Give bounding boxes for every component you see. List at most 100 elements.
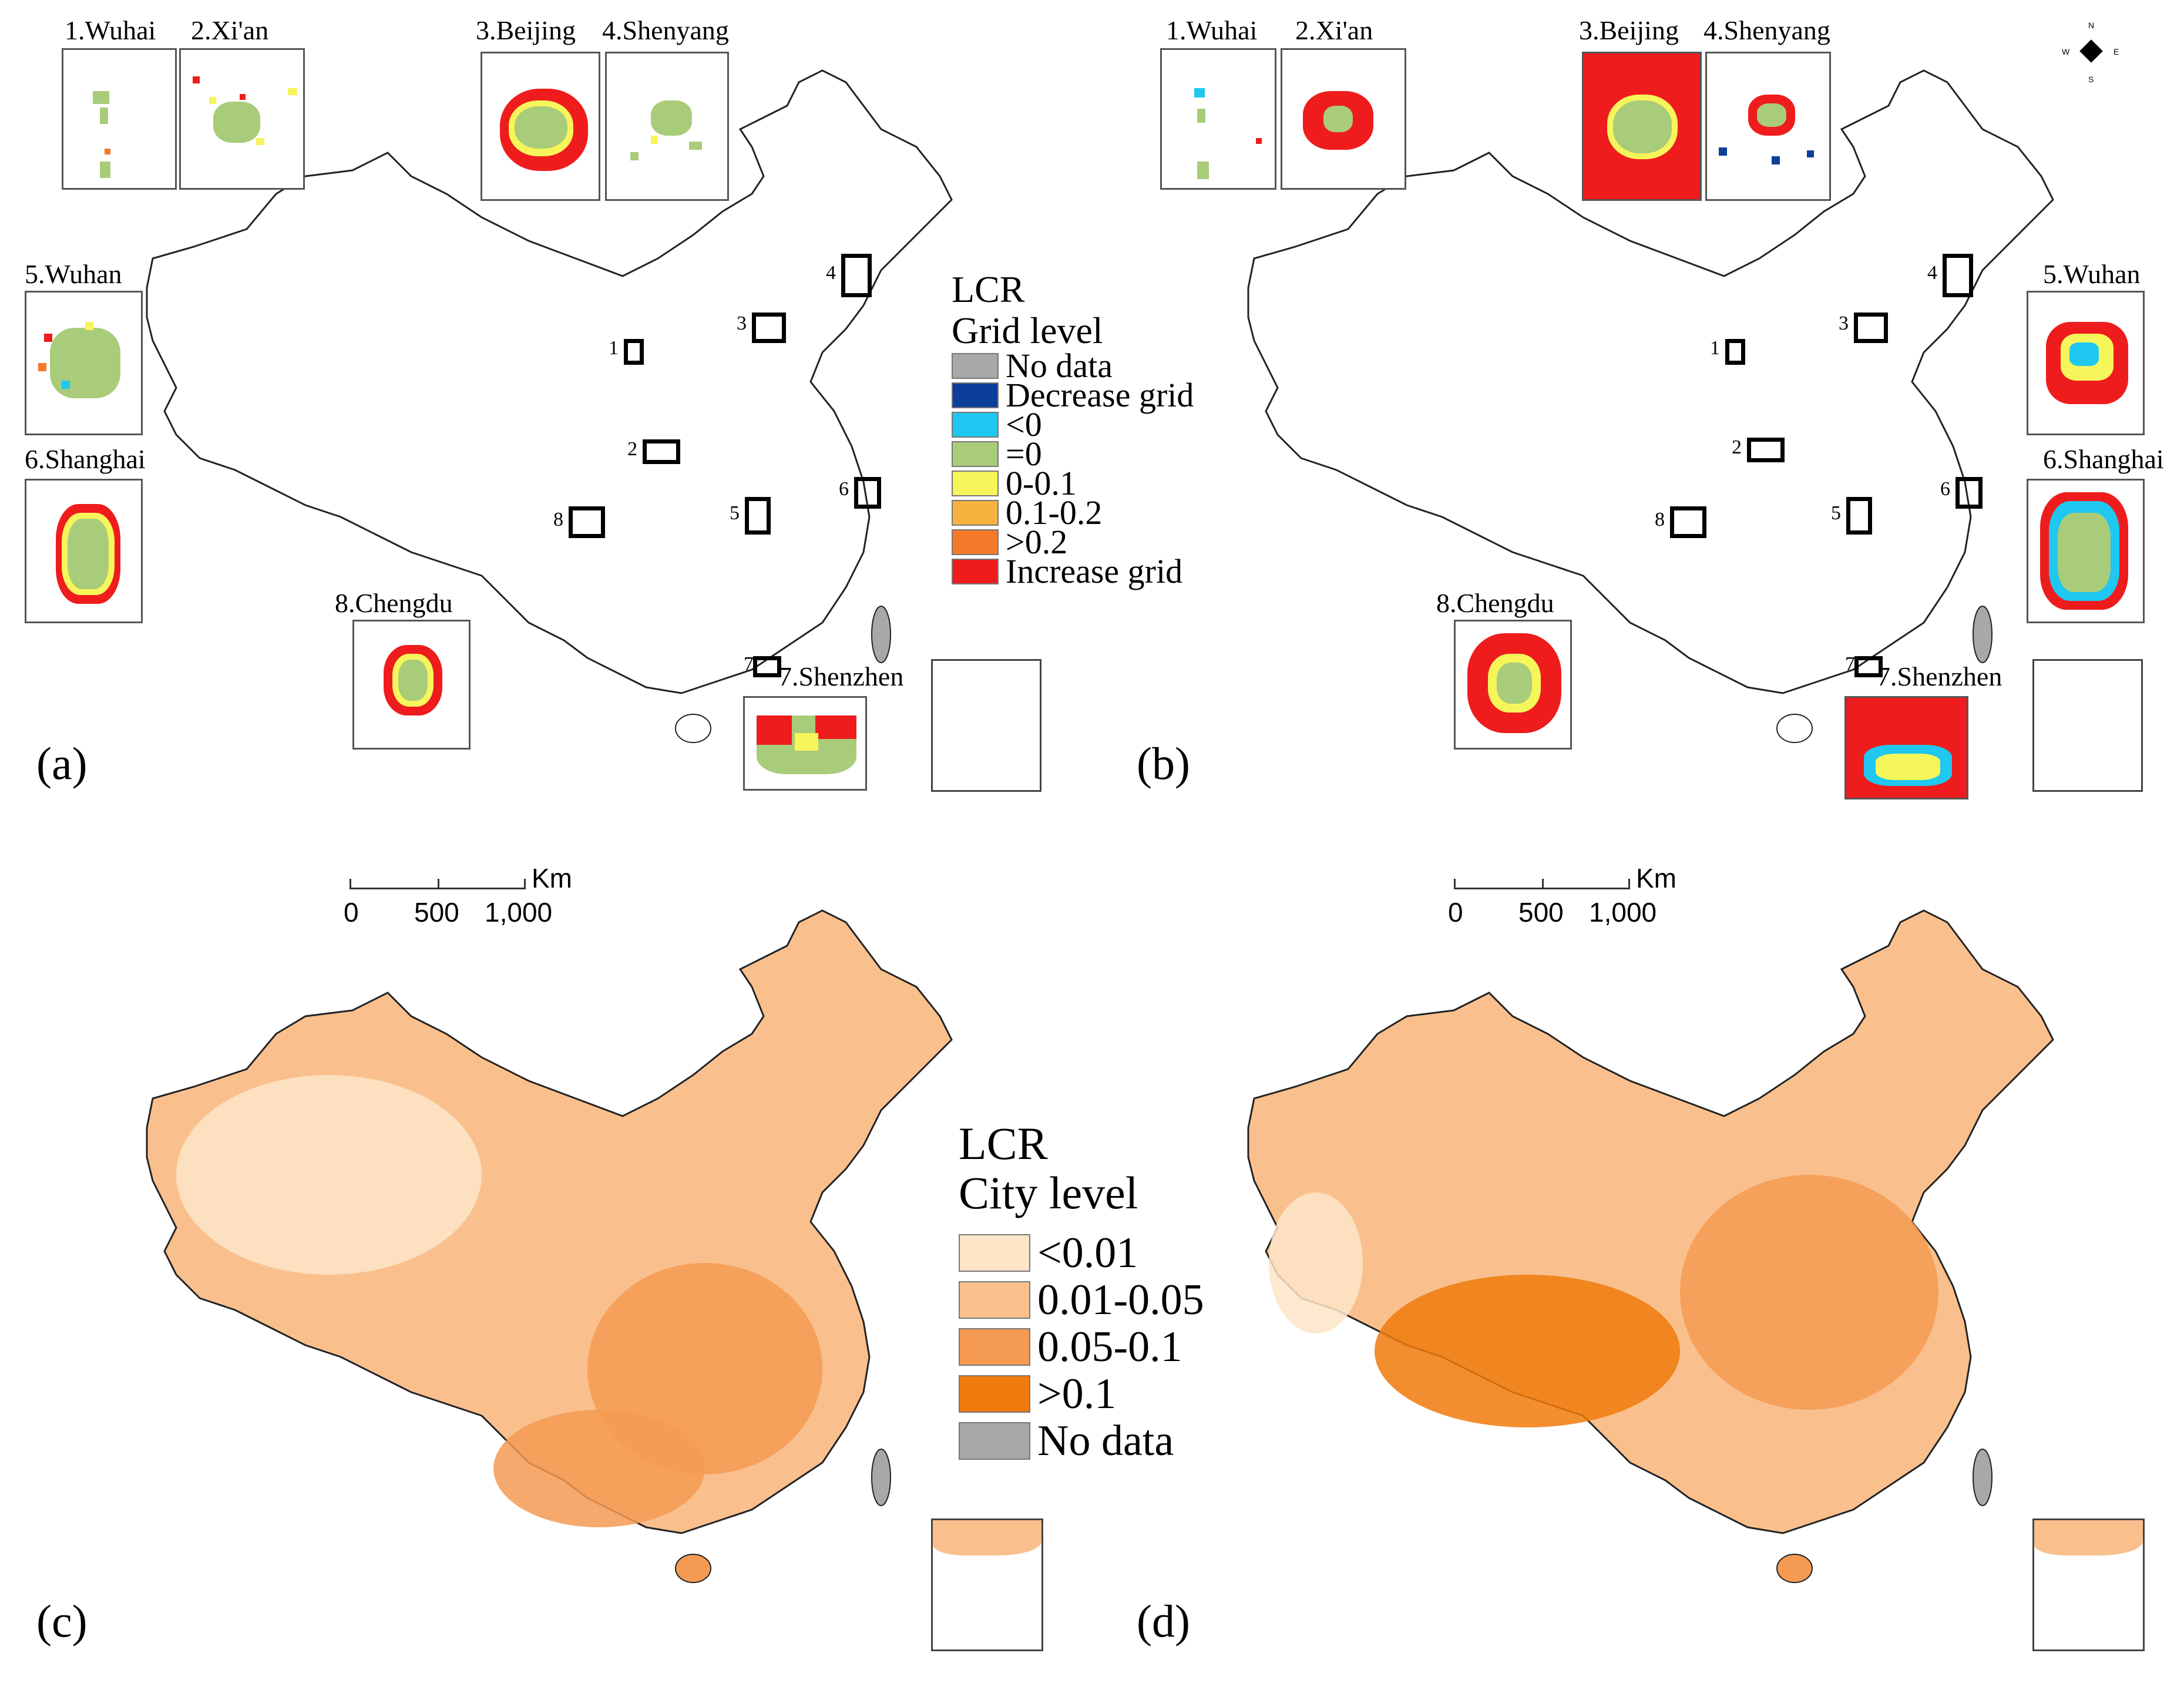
- loc-label-6-a: 6: [839, 478, 849, 500]
- city-legend-row: No data: [959, 1417, 1204, 1464]
- grid-legend-row: 0.1-0.2: [952, 496, 1194, 530]
- city-legend-row: 0.01-0.05: [959, 1276, 1204, 1323]
- city-legend-label: 0.01-0.05: [1037, 1276, 1204, 1324]
- loc-box-8-a: [569, 506, 605, 538]
- loc-label-7-b: 7: [1845, 653, 1855, 675]
- china-outline-b: [1247, 69, 2054, 694]
- loc-label-8-a: 8: [553, 509, 563, 530]
- grid-legend-subtitle: Grid level: [952, 310, 1103, 351]
- grid-legend-swatch: [952, 412, 999, 438]
- compass-s: S: [2088, 75, 2094, 84]
- grid-legend-row: No data: [952, 347, 1194, 385]
- grid-legend-row: <0: [952, 408, 1194, 442]
- inset-title-chengdu-a: 8.Chengdu: [335, 588, 453, 618]
- compass-star-icon: [2079, 39, 2103, 63]
- inset-title-wuhan-a: 5.Wuhan: [25, 259, 122, 289]
- inset-chengdu-a: [352, 620, 471, 750]
- city-legend-swatch: [959, 1234, 1030, 1272]
- city-legend-title: LCR: [959, 1118, 1048, 1169]
- loc-box-7-a: [753, 656, 781, 677]
- grid-legend-row: >0.2: [952, 525, 1194, 559]
- inset-shenzhen-a: [743, 696, 867, 791]
- inset-shanghai-b: [2027, 479, 2145, 623]
- loc-label-7-a: 7: [744, 653, 754, 675]
- hainan-d: [1776, 1554, 1813, 1583]
- panel-label-d: (d): [1137, 1595, 1190, 1647]
- inset-wuhan-b: [2027, 291, 2145, 435]
- grid-legend-swatch: [952, 353, 999, 379]
- west-region-d: [1269, 1192, 1363, 1333]
- city-legend-label: <0.01: [1037, 1229, 1138, 1277]
- inset-shenyang-a: [605, 52, 729, 201]
- grid-legend-items: No data Decrease grid <0 =0 0-0.1 0.1-0.2 >0.2…: [952, 347, 1194, 590]
- loc-label-3-a: 3: [737, 313, 747, 334]
- city-legend-label: No data: [1037, 1417, 1174, 1465]
- inset-beijing-b: [1582, 52, 1702, 201]
- grid-legend-swatch: [952, 559, 999, 584]
- inset-xian-a: [179, 48, 305, 190]
- scale-tick-1000-d: 1,000: [1589, 897, 1657, 928]
- scale-unit-d: Km: [1636, 863, 1676, 893]
- loc-label-4-a: 4: [826, 262, 836, 284]
- grid-legend-label: 0-0.1: [1006, 464, 1077, 502]
- china-outline-a: [146, 69, 953, 694]
- compass-e: E: [2114, 47, 2119, 56]
- city-legend-swatch: [959, 1281, 1030, 1319]
- loc-label-8-b: 8: [1655, 509, 1665, 530]
- city-legend-items: <0.01 0.01-0.05 0.05-0.1 >0.1 No data: [959, 1229, 1204, 1464]
- loc-box-4-b: [1943, 254, 1973, 297]
- inset-title-xian-a: 2.Xi'an: [191, 15, 269, 45]
- city-legend: LCR City level <0.01 0.01-0.05 0.05-0.1 >0.…: [959, 1119, 1204, 1464]
- scale-tick-1000-c: 1,000: [485, 897, 553, 928]
- scale-tick-500-d: 500: [1518, 897, 1564, 928]
- loc-label-3-b: 3: [1839, 313, 1849, 334]
- loc-box-1-b: [1725, 339, 1745, 365]
- loc-label-2-b: 2: [1732, 436, 1742, 458]
- inset-title-beijing-b: 3.Beijing: [1579, 15, 1679, 45]
- grid-legend-swatch: [952, 529, 999, 555]
- city-legend-row: >0.1: [959, 1370, 1204, 1417]
- loc-label-6-b: 6: [1940, 478, 1950, 500]
- compass-rose: N S W E: [2062, 21, 2121, 85]
- grid-legend-label: Increase grid: [1006, 552, 1183, 590]
- city-legend-swatch: [959, 1328, 1030, 1366]
- taiwan-c: [871, 1449, 891, 1506]
- south-china-sea-inset-a: [931, 659, 1041, 792]
- hainan-c: [675, 1554, 711, 1583]
- grid-legend-swatch: [952, 441, 999, 467]
- taiwan-b: [1973, 606, 1993, 663]
- city-legend-swatch: [959, 1375, 1030, 1413]
- grid-legend-swatch: [952, 471, 999, 496]
- inset-title-shanghai-b: 6.Shanghai: [2043, 444, 2164, 474]
- inset-xian-b: [1281, 48, 1406, 190]
- scale-tick-500-c: 500: [414, 897, 459, 928]
- inset-shenyang-b: [1705, 52, 1831, 201]
- loc-box-1-a: [624, 339, 644, 365]
- grid-legend-label: Decrease grid: [1006, 376, 1194, 414]
- loc-box-7-b: [1854, 656, 1883, 677]
- loc-label-5-a: 5: [730, 502, 740, 524]
- grid-legend-swatch: [952, 500, 999, 526]
- loc-box-2-a: [643, 439, 680, 464]
- city-legend-row: 0.05-0.1: [959, 1323, 1204, 1370]
- panel-label-c: (c): [36, 1595, 88, 1647]
- city-legend-subtitle: City level: [959, 1167, 1138, 1218]
- grid-legend-label: No data: [1006, 347, 1113, 385]
- inset-wuhai-a: [62, 48, 177, 190]
- grid-legend-row: Increase grid: [952, 552, 1194, 590]
- grid-legend-row: Decrease grid: [952, 376, 1194, 414]
- scale-tick-0-c: 0: [344, 897, 359, 928]
- grid-legend-label: =0: [1006, 435, 1042, 473]
- taiwan-d: [1973, 1449, 1993, 1506]
- inset-title-wuhan-b: 5.Wuhan: [2043, 259, 2141, 289]
- loc-box-5-b: [1846, 497, 1872, 535]
- loc-box-2-b: [1747, 438, 1785, 462]
- inset-title-shenzhen-a: 7.Shenzhen: [778, 661, 904, 691]
- compass-n: N: [2088, 21, 2095, 30]
- city-legend-swatch: [959, 1422, 1030, 1460]
- south-region-c: [493, 1410, 705, 1527]
- loc-label-2-a: 2: [627, 438, 637, 460]
- loc-label-4-b: 4: [1927, 262, 1937, 284]
- inset-title-chengdu-b: 8.Chengdu: [1436, 588, 1554, 618]
